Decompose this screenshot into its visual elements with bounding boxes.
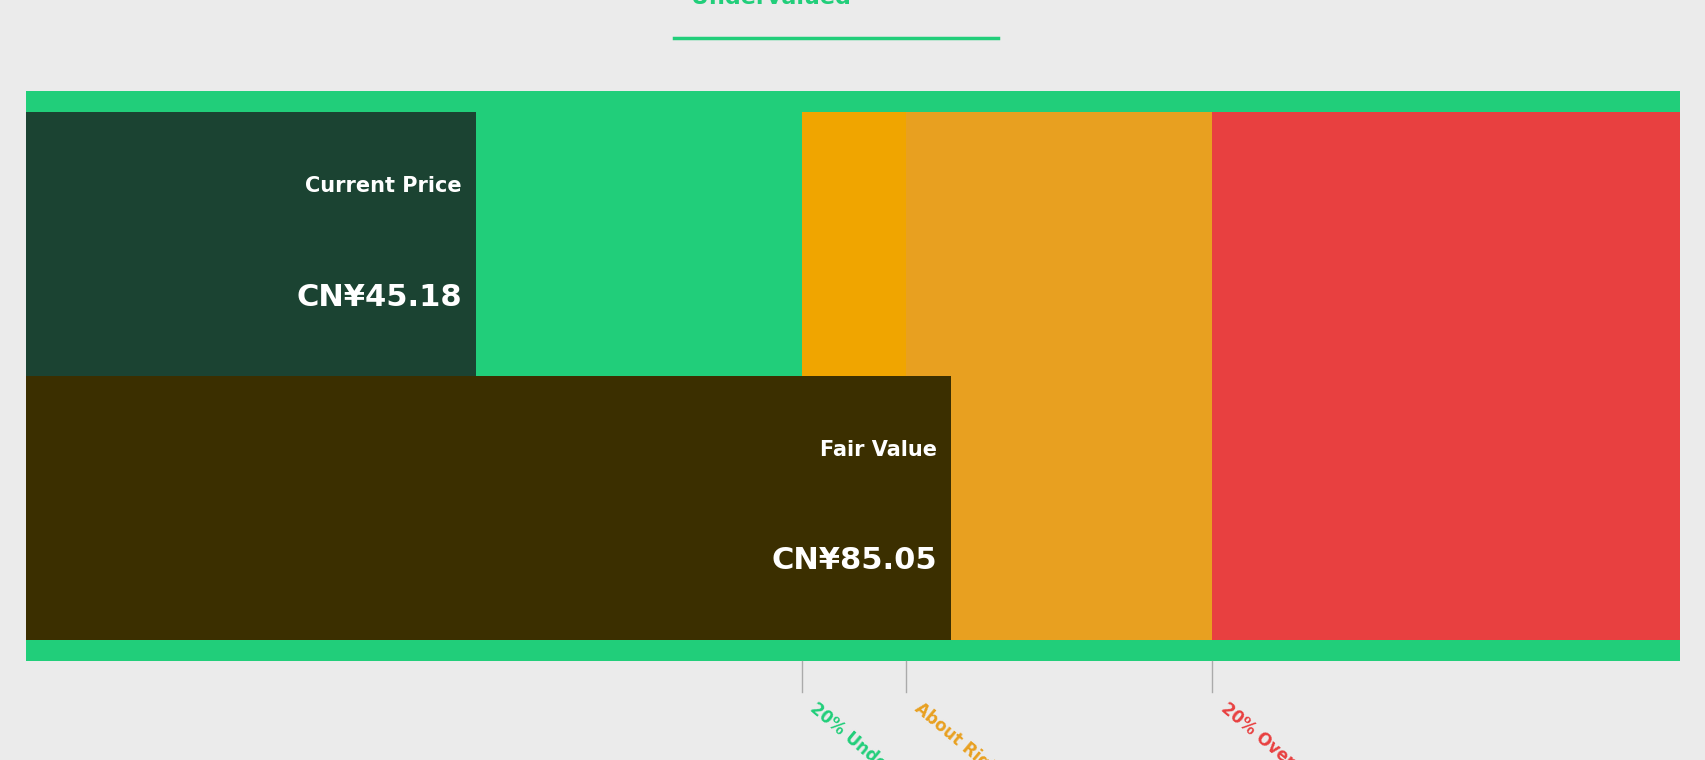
Bar: [26, 112, 476, 376]
Bar: [905, 112, 1211, 640]
Bar: [26, 91, 1679, 112]
Text: CN¥85.05: CN¥85.05: [771, 546, 936, 575]
Bar: [26, 112, 801, 640]
Bar: [1211, 112, 1679, 640]
Text: About Right: About Right: [910, 699, 1008, 760]
Text: Fair Value: Fair Value: [820, 440, 936, 460]
Text: 20% Overvalued: 20% Overvalued: [1216, 699, 1345, 760]
Bar: [801, 112, 905, 640]
Text: CN¥45.18: CN¥45.18: [297, 283, 462, 312]
Bar: [26, 640, 1679, 661]
Text: Undervalued: Undervalued: [691, 0, 851, 8]
Bar: [26, 376, 950, 640]
Text: 20% Undervalued: 20% Undervalued: [806, 699, 945, 760]
Text: Current Price: Current Price: [305, 176, 462, 196]
